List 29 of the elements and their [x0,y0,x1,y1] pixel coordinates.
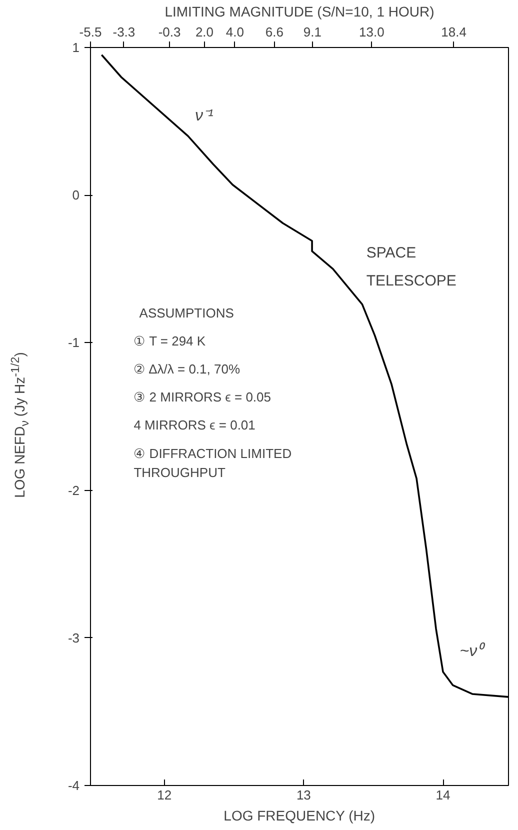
annotation: ① T = 294 K [134,334,206,349]
x2-tick-label: -3.3 [112,24,136,40]
annotation: 4 MIRRORS ϵ = 0.01 [134,418,256,433]
annotation: ④ DIFFRACTION LIMITED THROUGHPUT [134,446,292,480]
x2-tick-label: 9.1 [303,24,322,40]
x2-axis-title: LIMITING MAGNITUDE (S/N=10, 1 HOUR) [164,4,434,20]
annotation: ③ 2 MIRRORS ϵ = 0.05 [134,390,272,405]
y-tick-label: -3 [68,630,80,646]
annotation: SPACE TELESCOPE [366,244,456,290]
x2-tick-label: 4.0 [226,24,244,40]
x2-tick-label: -5.5 [79,24,102,40]
annotation: ② Δλ/λ = 0.1, 70% [134,362,240,377]
x2-tick-label: -0.3 [158,24,181,40]
annotation: ASSUMPTIONS [139,306,234,321]
x-axis-title: LOG FREQUENCY (Hz) [224,808,376,824]
annotation: ν⁻¹ [195,107,214,124]
x2-tick-label: 2.0 [195,24,214,40]
annotation: ~ν⁰ [460,642,486,660]
x2-tick-label: 6.6 [265,24,284,40]
x2-tick-label: 13.0 [359,24,384,40]
y-tick-label: 1 [72,40,80,55]
y-tick-label: -2 [68,482,80,498]
x-tick-label: 13 [296,788,311,802]
x-tick-label: 12 [157,788,172,802]
y-tick-label: -1 [68,335,80,350]
x2-tick-label: 18.4 [441,24,466,40]
x-tick-label: 14 [436,788,450,802]
y-tick-label: 0 [72,188,80,203]
y-tick-label: -4 [68,778,80,793]
